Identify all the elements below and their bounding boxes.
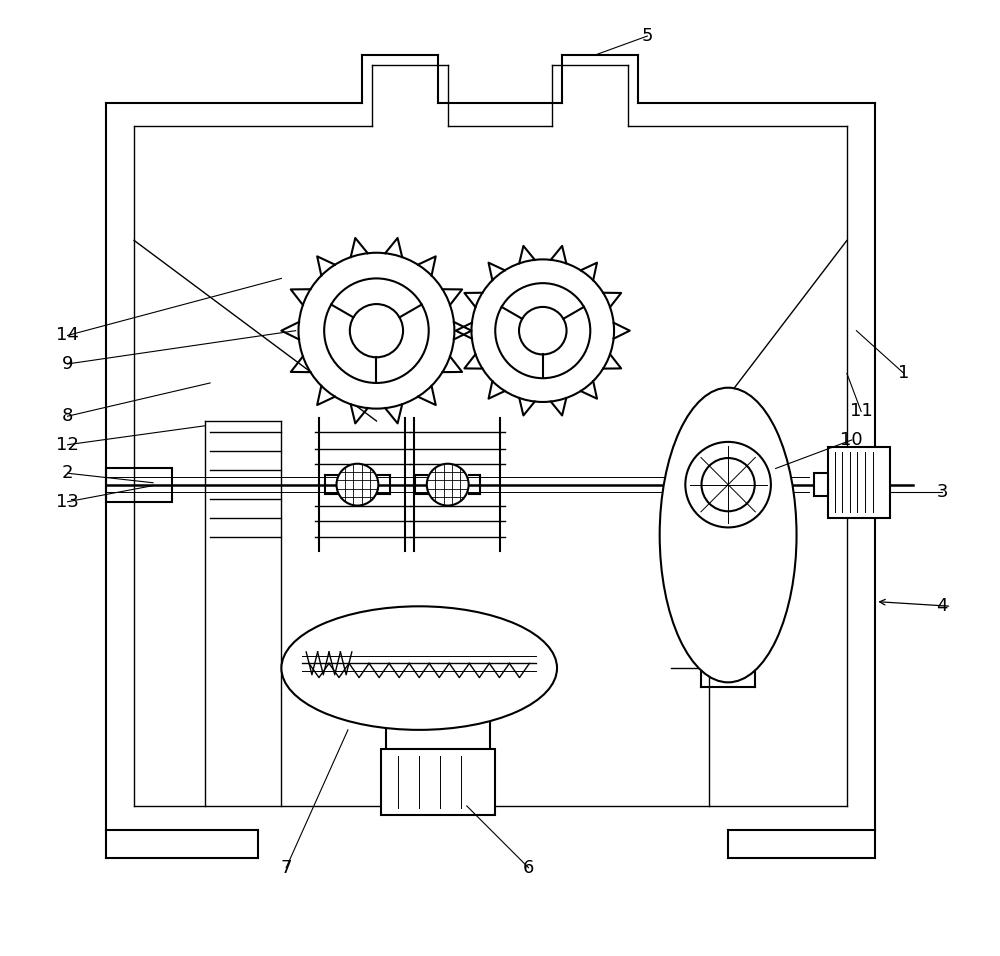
Text: 6: 6: [523, 858, 534, 877]
Text: 2: 2: [62, 465, 73, 482]
Text: 14: 14: [56, 326, 79, 344]
Text: 13: 13: [56, 492, 79, 511]
Ellipse shape: [281, 606, 557, 729]
Circle shape: [471, 259, 614, 402]
Bar: [381, 749, 495, 815]
Text: 7: 7: [280, 858, 292, 877]
Text: 10: 10: [840, 431, 863, 449]
Ellipse shape: [660, 388, 797, 683]
Text: 9: 9: [62, 355, 73, 373]
Text: 3: 3: [936, 483, 948, 501]
Bar: [814, 473, 828, 496]
Text: 5: 5: [642, 27, 653, 45]
Text: 1: 1: [898, 364, 910, 382]
Bar: [828, 446, 890, 518]
Text: 4: 4: [936, 598, 948, 616]
Bar: [386, 706, 490, 758]
Circle shape: [337, 464, 378, 506]
Circle shape: [427, 464, 469, 506]
Text: 8: 8: [62, 407, 73, 425]
Bar: [106, 467, 172, 502]
Circle shape: [299, 252, 454, 408]
Text: 12: 12: [56, 436, 79, 454]
Text: 11: 11: [850, 402, 873, 421]
